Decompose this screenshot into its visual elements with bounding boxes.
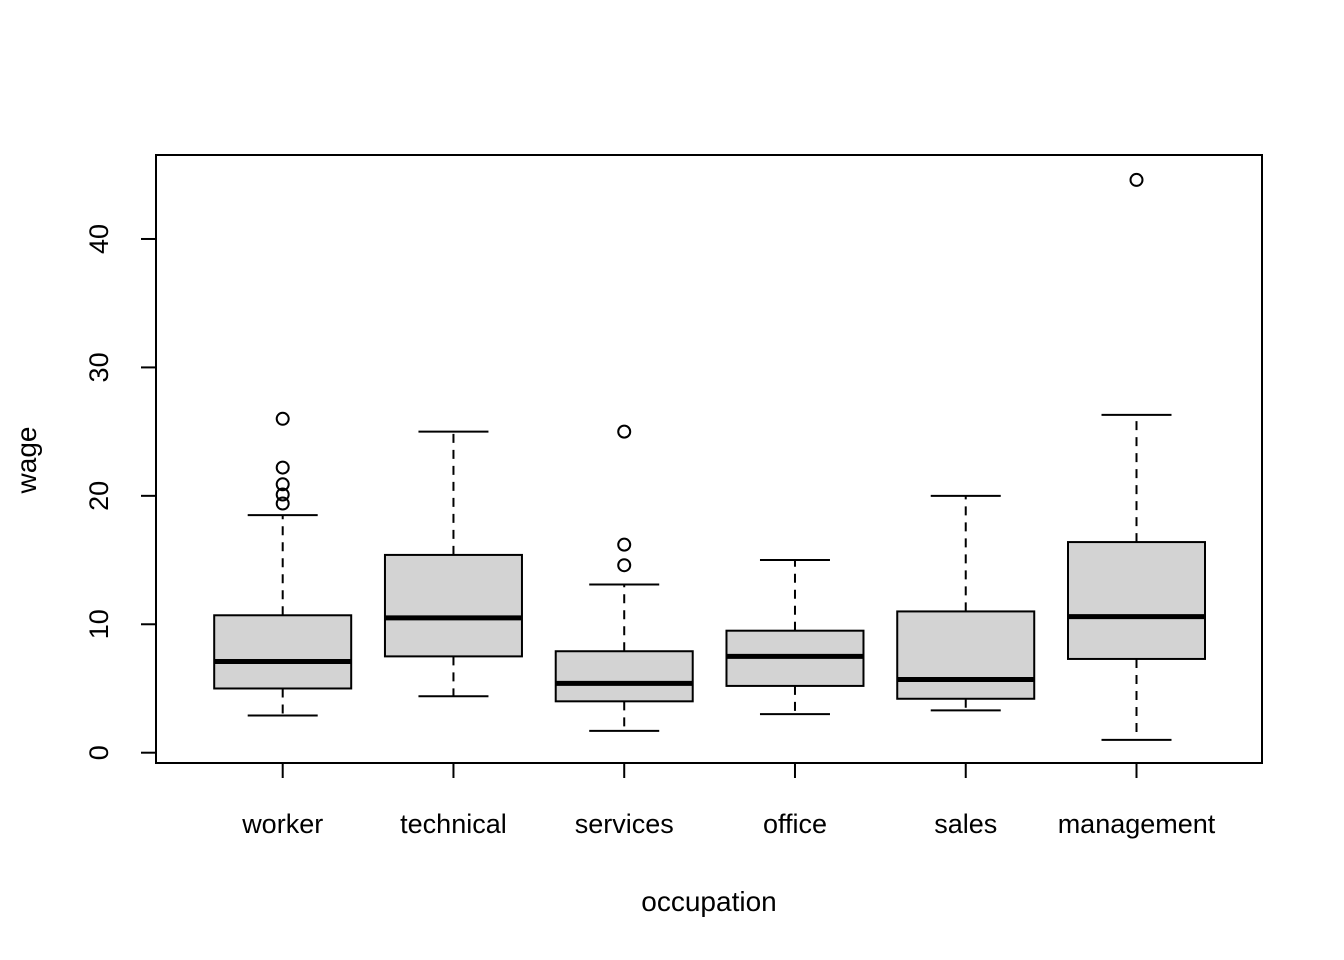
x-axis-title: occupation: [641, 886, 777, 917]
outlier-worker: [275, 496, 290, 511]
y-tick-label: 30: [84, 352, 114, 382]
x-tick-label-technical: technical: [400, 809, 507, 839]
y-tick-label: 40: [84, 224, 114, 254]
x-tick-label-worker: worker: [241, 809, 323, 839]
outlier-services: [617, 424, 632, 439]
box-management: [1067, 541, 1206, 660]
y-tick-label: 20: [84, 481, 114, 511]
outlier-worker: [275, 487, 290, 502]
box-sales: [896, 610, 1036, 700]
outlier-services: [617, 558, 632, 573]
x-tick-label-management: management: [1058, 809, 1216, 839]
outlier-worker: [275, 411, 290, 426]
plot-frame: [155, 154, 1263, 764]
outlier-services: [617, 537, 632, 552]
y-tick-label: 10: [84, 609, 114, 639]
box-technical: [383, 553, 523, 658]
y-axis-title: wage: [11, 426, 42, 494]
outlier-worker: [275, 460, 290, 475]
x-tick-label-services: services: [575, 809, 674, 839]
outlier-management: [1129, 172, 1144, 187]
box-services: [554, 650, 694, 703]
outlier-worker: [275, 477, 290, 492]
y-tick-label: 0: [84, 745, 114, 760]
box-worker: [213, 614, 353, 690]
x-tick-label-office: office: [763, 809, 827, 839]
x-tick-label-sales: sales: [934, 809, 997, 839]
